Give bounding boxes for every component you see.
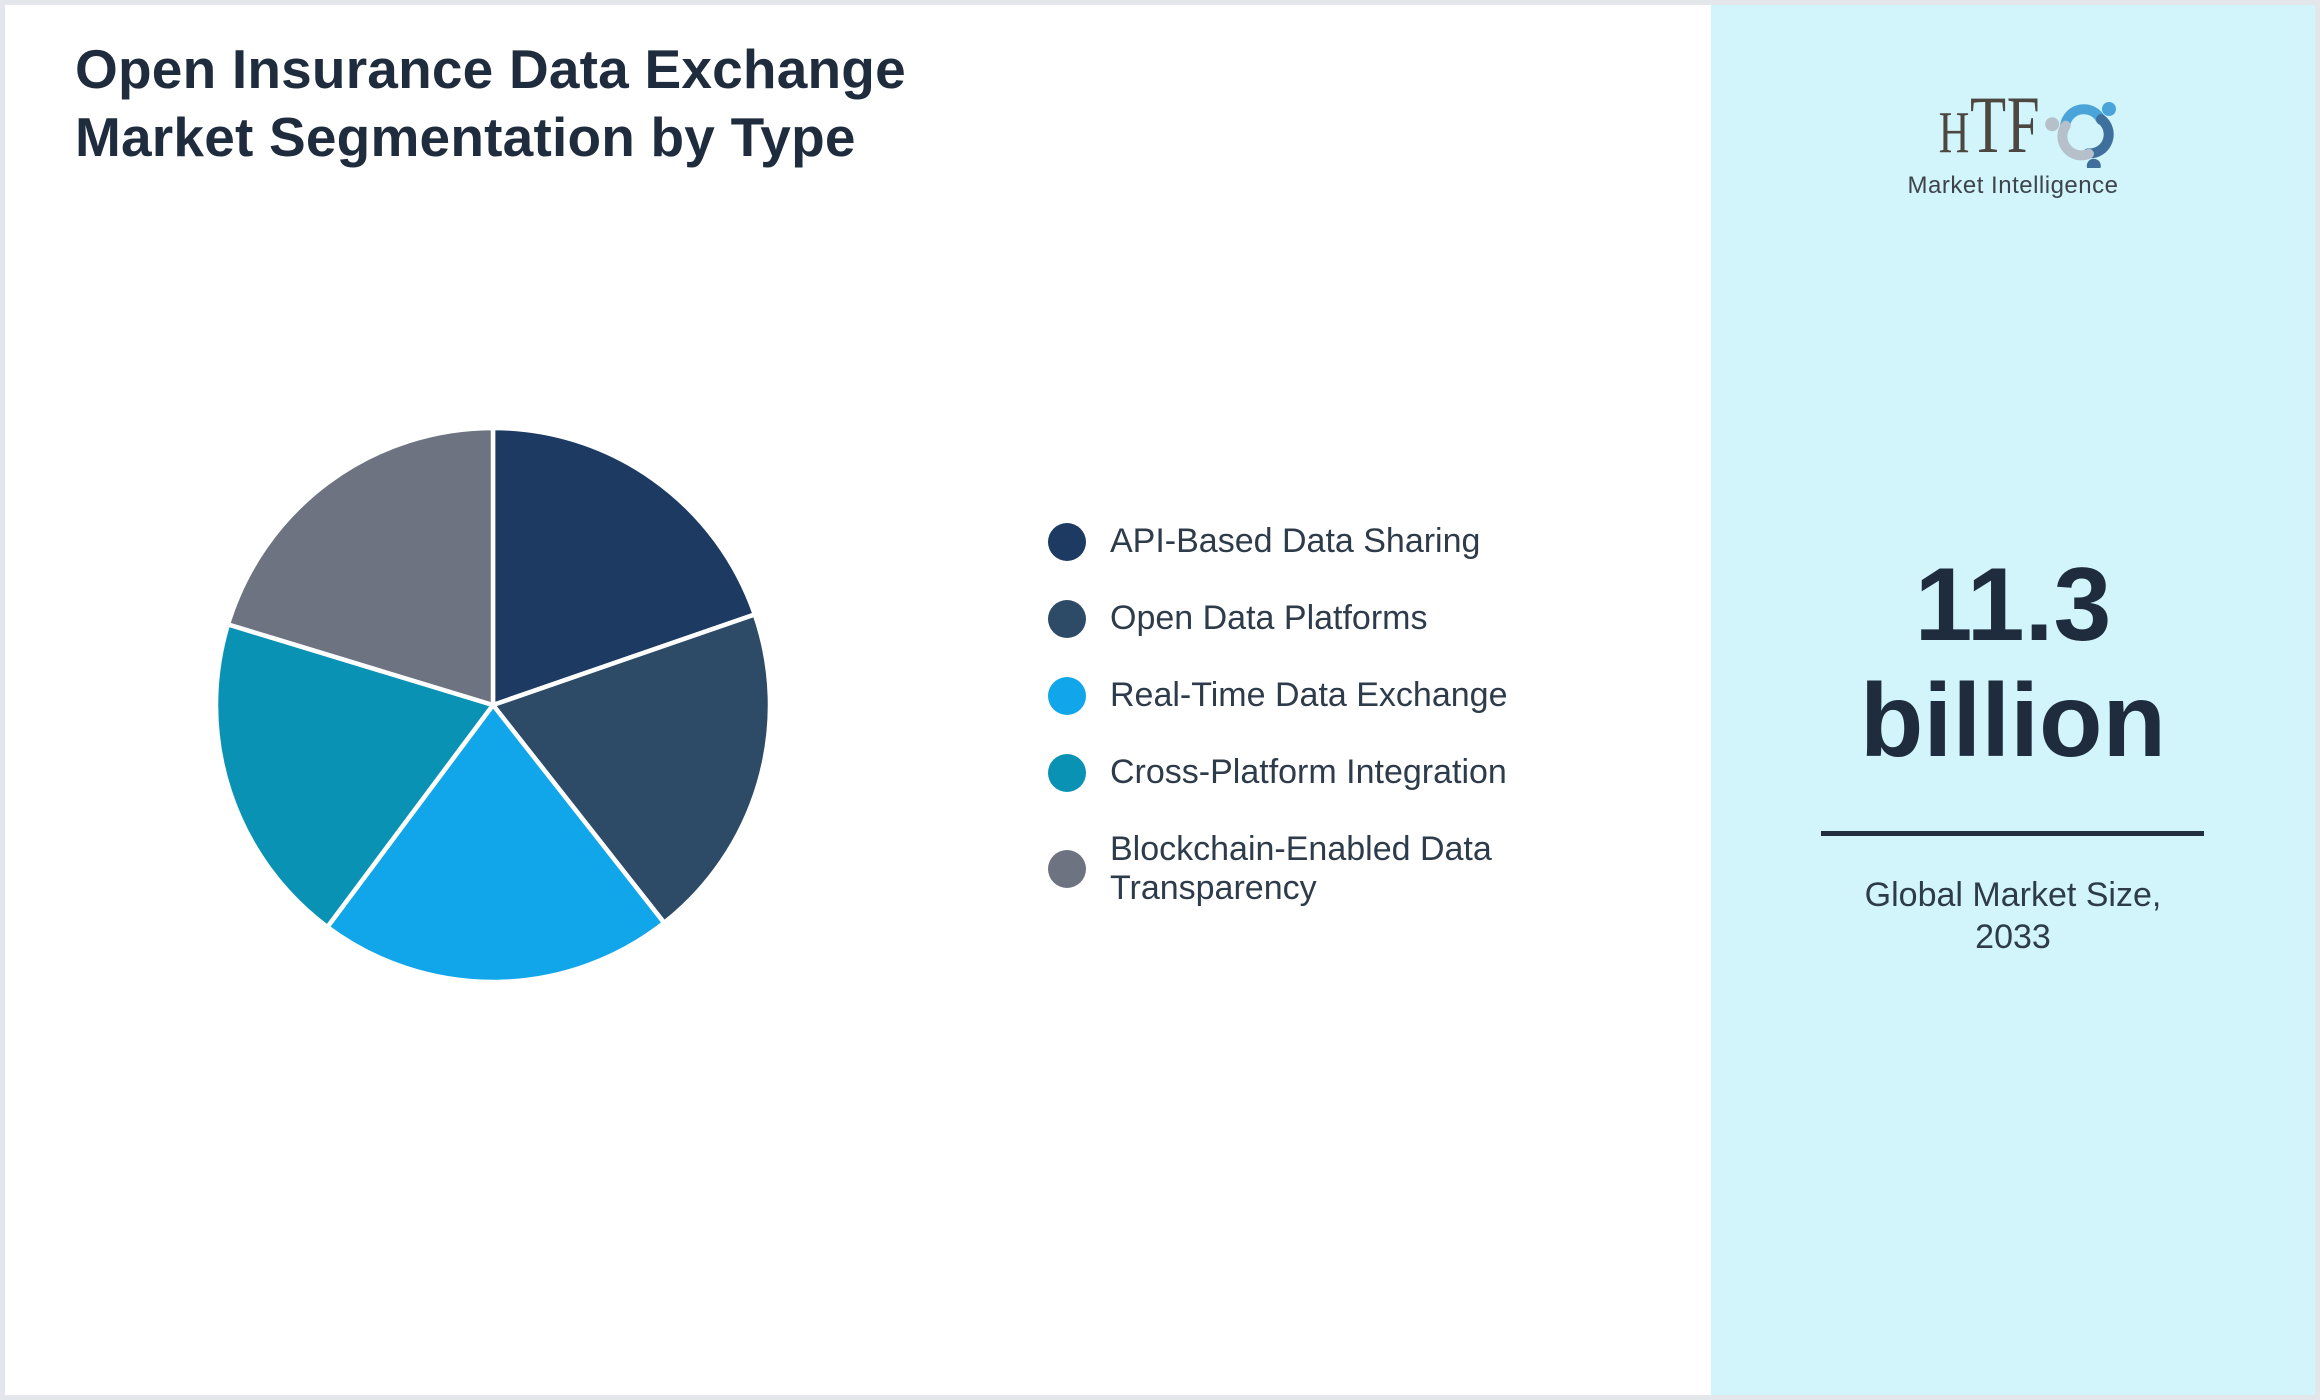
- legend-item: API-Based Data Sharing: [1048, 522, 1510, 561]
- legend-label: Cross-Platform Integration: [1110, 753, 1507, 791]
- market-size-caption-line2: 2033: [1975, 918, 2051, 956]
- market-size-unit: billion: [1859, 663, 2167, 779]
- legend-label: API-Based Data Sharing: [1110, 522, 1481, 560]
- sidebar-divider: [1821, 831, 2204, 836]
- market-size-value: 11.3 billion: [1711, 547, 2315, 779]
- legend-swatch: [1048, 676, 1086, 715]
- chart-title-line2: Market Segmentation by Type: [75, 106, 856, 168]
- legend-item: Blockchain-Enabled Data Transparency: [1048, 830, 1510, 908]
- legend-item: Open Data Platforms: [1048, 599, 1510, 638]
- legend-swatch: [1048, 599, 1086, 638]
- legend-label: Open Data Platforms: [1110, 599, 1428, 637]
- pie-slice: [213, 622, 496, 930]
- htf-logo-row: HTF: [1899, 79, 2126, 170]
- legend-item: Cross-Platform Integration: [1048, 753, 1510, 792]
- pie-chart-area: [211, 423, 775, 987]
- pie-slice: [225, 425, 496, 708]
- sidebar: HTF Market Intelligence: [1711, 5, 2315, 1395]
- htf-logo-swirl-icon: [2044, 102, 2116, 168]
- legend-swatch: [1048, 753, 1086, 792]
- chart-legend: API-Based Data Sharing Open Data Platfor…: [1048, 522, 1510, 908]
- legend-item: Real-Time Data Exchange: [1048, 676, 1510, 715]
- htf-logo: HTF Market Intelligence: [1711, 79, 2315, 200]
- htf-logo-subtitle: Market Intelligence: [1907, 172, 2119, 199]
- pie-chart: [213, 425, 773, 985]
- market-size-caption-line1: Global Market Size,: [1864, 876, 2162, 914]
- chart-title-line1: Open Insurance Data Exchange: [75, 38, 906, 100]
- chart-title: Open Insurance Data Exchange Market Segm…: [75, 35, 1135, 171]
- htf-logo-text: HTF: [1938, 79, 2041, 170]
- pie-slice: [490, 612, 773, 926]
- legend-swatch: [1048, 850, 1086, 888]
- legend-label: Real-Time Data Exchange: [1110, 676, 1508, 714]
- legend-swatch: [1048, 522, 1086, 561]
- legend-label: Blockchain-Enabled Data Transparency: [1110, 830, 1492, 907]
- market-size-caption: Global Market Size, 2033: [1711, 874, 2315, 958]
- pie-slice: [325, 702, 667, 985]
- market-size-number: 11.3: [1914, 547, 2112, 663]
